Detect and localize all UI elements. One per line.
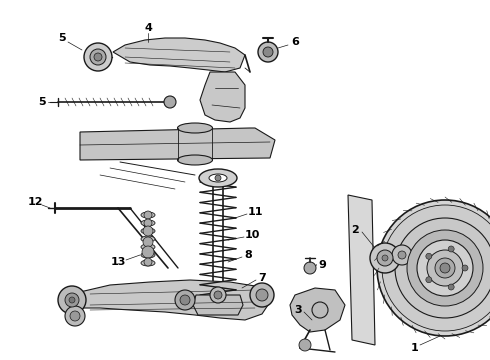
Circle shape bbox=[65, 306, 85, 326]
Polygon shape bbox=[113, 38, 245, 72]
Ellipse shape bbox=[141, 212, 155, 218]
Circle shape bbox=[144, 219, 152, 227]
Circle shape bbox=[417, 240, 473, 296]
Circle shape bbox=[462, 265, 468, 271]
Circle shape bbox=[370, 243, 400, 273]
Circle shape bbox=[144, 258, 152, 266]
Text: 7: 7 bbox=[258, 273, 266, 283]
Circle shape bbox=[65, 293, 79, 307]
Polygon shape bbox=[200, 72, 245, 122]
Circle shape bbox=[395, 218, 490, 318]
Circle shape bbox=[164, 96, 176, 108]
Text: 3: 3 bbox=[294, 305, 302, 315]
Circle shape bbox=[299, 339, 311, 351]
Ellipse shape bbox=[209, 174, 227, 182]
Circle shape bbox=[312, 302, 328, 318]
Circle shape bbox=[250, 283, 274, 307]
Ellipse shape bbox=[177, 155, 213, 165]
Circle shape bbox=[263, 47, 273, 57]
Polygon shape bbox=[68, 280, 268, 320]
Circle shape bbox=[90, 49, 106, 65]
Text: 13: 13 bbox=[110, 257, 126, 267]
Circle shape bbox=[377, 200, 490, 336]
Circle shape bbox=[448, 284, 454, 290]
Polygon shape bbox=[290, 288, 345, 332]
Circle shape bbox=[435, 258, 455, 278]
Text: 5: 5 bbox=[38, 97, 46, 107]
Circle shape bbox=[426, 253, 432, 259]
Text: 4: 4 bbox=[144, 23, 152, 33]
Circle shape bbox=[304, 262, 316, 274]
Circle shape bbox=[143, 226, 153, 236]
Text: 11: 11 bbox=[247, 207, 263, 217]
Circle shape bbox=[210, 287, 226, 303]
Text: 8: 8 bbox=[244, 250, 252, 260]
Circle shape bbox=[398, 251, 406, 259]
Polygon shape bbox=[193, 295, 243, 315]
Text: 2: 2 bbox=[351, 225, 359, 235]
Circle shape bbox=[214, 291, 222, 299]
Ellipse shape bbox=[141, 228, 155, 234]
Circle shape bbox=[58, 286, 86, 314]
Circle shape bbox=[377, 250, 393, 266]
Ellipse shape bbox=[141, 220, 155, 226]
Ellipse shape bbox=[199, 169, 237, 187]
Circle shape bbox=[215, 175, 221, 181]
Circle shape bbox=[392, 245, 412, 265]
Circle shape bbox=[69, 297, 75, 303]
Ellipse shape bbox=[177, 123, 213, 133]
Circle shape bbox=[256, 289, 268, 301]
Circle shape bbox=[382, 255, 388, 261]
Ellipse shape bbox=[141, 244, 155, 250]
Circle shape bbox=[144, 211, 152, 219]
Circle shape bbox=[180, 295, 190, 305]
Circle shape bbox=[258, 42, 278, 62]
Ellipse shape bbox=[141, 252, 155, 258]
Ellipse shape bbox=[141, 236, 155, 242]
Ellipse shape bbox=[141, 260, 155, 266]
Text: 5: 5 bbox=[58, 33, 66, 43]
Circle shape bbox=[448, 246, 454, 252]
Text: 6: 6 bbox=[291, 37, 299, 47]
Circle shape bbox=[426, 277, 432, 283]
Polygon shape bbox=[348, 195, 375, 345]
Polygon shape bbox=[80, 128, 275, 160]
Circle shape bbox=[142, 246, 154, 258]
Text: 9: 9 bbox=[318, 260, 326, 270]
Text: 10: 10 bbox=[245, 230, 260, 240]
Circle shape bbox=[427, 250, 463, 286]
Circle shape bbox=[407, 230, 483, 306]
Circle shape bbox=[440, 263, 450, 273]
Circle shape bbox=[84, 43, 112, 71]
Circle shape bbox=[70, 311, 80, 321]
Circle shape bbox=[94, 53, 102, 61]
Text: 12: 12 bbox=[27, 197, 43, 207]
Circle shape bbox=[175, 290, 195, 310]
Circle shape bbox=[382, 205, 490, 331]
Circle shape bbox=[143, 237, 153, 247]
Text: 1: 1 bbox=[411, 343, 419, 353]
